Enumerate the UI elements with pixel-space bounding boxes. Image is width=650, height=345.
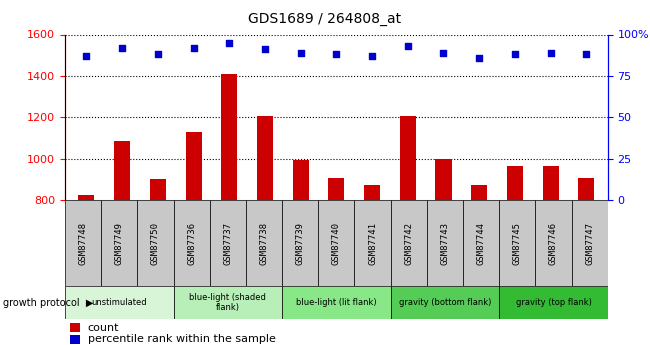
Bar	[70, 323, 80, 332]
Bar	[354, 200, 391, 286]
Point	[581, 52, 592, 57]
Text: GSM87750: GSM87750	[151, 222, 160, 265]
Bar	[391, 200, 427, 286]
Bar	[400, 116, 416, 345]
Text: percentile rank within the sample: percentile rank within the sample	[88, 334, 276, 344]
Bar	[246, 200, 282, 286]
Bar	[185, 132, 202, 345]
Text: growth protocol  ▶: growth protocol ▶	[3, 298, 94, 308]
Text: GSM87738: GSM87738	[259, 222, 268, 265]
Bar	[210, 200, 246, 286]
Text: unstimulated: unstimulated	[92, 298, 147, 307]
Bar	[364, 185, 380, 345]
Bar	[114, 141, 130, 345]
Text: GDS1689 / 264808_at: GDS1689 / 264808_at	[248, 12, 402, 26]
Text: gravity (bottom flank): gravity (bottom flank)	[398, 298, 491, 307]
Bar	[65, 200, 101, 286]
Bar	[499, 286, 608, 319]
Point	[81, 53, 92, 59]
Text: GSM87744: GSM87744	[476, 222, 486, 265]
Bar	[174, 286, 282, 319]
Point	[402, 43, 413, 49]
Bar	[499, 200, 536, 286]
Bar	[391, 286, 499, 319]
Point	[188, 45, 199, 50]
Bar	[536, 200, 571, 286]
Bar	[463, 200, 499, 286]
Point	[474, 55, 484, 60]
Bar	[65, 286, 174, 319]
Bar	[427, 200, 463, 286]
Bar	[507, 166, 523, 345]
Text: GSM87740: GSM87740	[332, 222, 341, 265]
Text: gravity (top flank): gravity (top flank)	[515, 298, 592, 307]
Text: GSM87747: GSM87747	[585, 222, 594, 265]
Bar	[257, 116, 273, 345]
Bar	[282, 286, 391, 319]
Point	[224, 40, 235, 46]
Bar	[571, 200, 608, 286]
Text: GSM87741: GSM87741	[368, 222, 377, 265]
Text: GSM87736: GSM87736	[187, 222, 196, 265]
Bar	[471, 185, 488, 345]
Bar	[221, 74, 237, 345]
Text: GSM87742: GSM87742	[404, 222, 413, 265]
Bar	[150, 179, 166, 345]
Text: GSM87743: GSM87743	[441, 222, 449, 265]
Point	[367, 53, 377, 59]
Text: GSM87737: GSM87737	[224, 222, 232, 265]
Point	[438, 50, 448, 56]
Bar	[543, 166, 558, 345]
Bar	[436, 159, 452, 345]
Text: GSM87745: GSM87745	[513, 222, 522, 265]
Bar	[328, 178, 344, 345]
Bar	[79, 195, 94, 345]
Bar	[101, 200, 137, 286]
Point	[545, 50, 556, 56]
Bar	[318, 200, 354, 286]
Bar	[137, 200, 174, 286]
Bar	[292, 160, 309, 345]
Text: GSM87746: GSM87746	[549, 222, 558, 265]
Point	[153, 52, 163, 57]
Text: blue-light (lit flank): blue-light (lit flank)	[296, 298, 377, 307]
Text: GSM87739: GSM87739	[296, 222, 305, 265]
Point	[331, 52, 342, 57]
Point	[260, 47, 270, 52]
Text: GSM87748: GSM87748	[79, 222, 88, 265]
Point	[117, 45, 127, 50]
Text: GSM87749: GSM87749	[115, 222, 124, 265]
Point	[510, 52, 520, 57]
Point	[296, 50, 306, 56]
Bar	[174, 200, 210, 286]
Bar	[282, 200, 318, 286]
Bar	[578, 178, 594, 345]
Text: blue-light (shaded
flank): blue-light (shaded flank)	[189, 293, 266, 313]
Text: count: count	[88, 323, 120, 333]
Bar	[70, 335, 80, 344]
